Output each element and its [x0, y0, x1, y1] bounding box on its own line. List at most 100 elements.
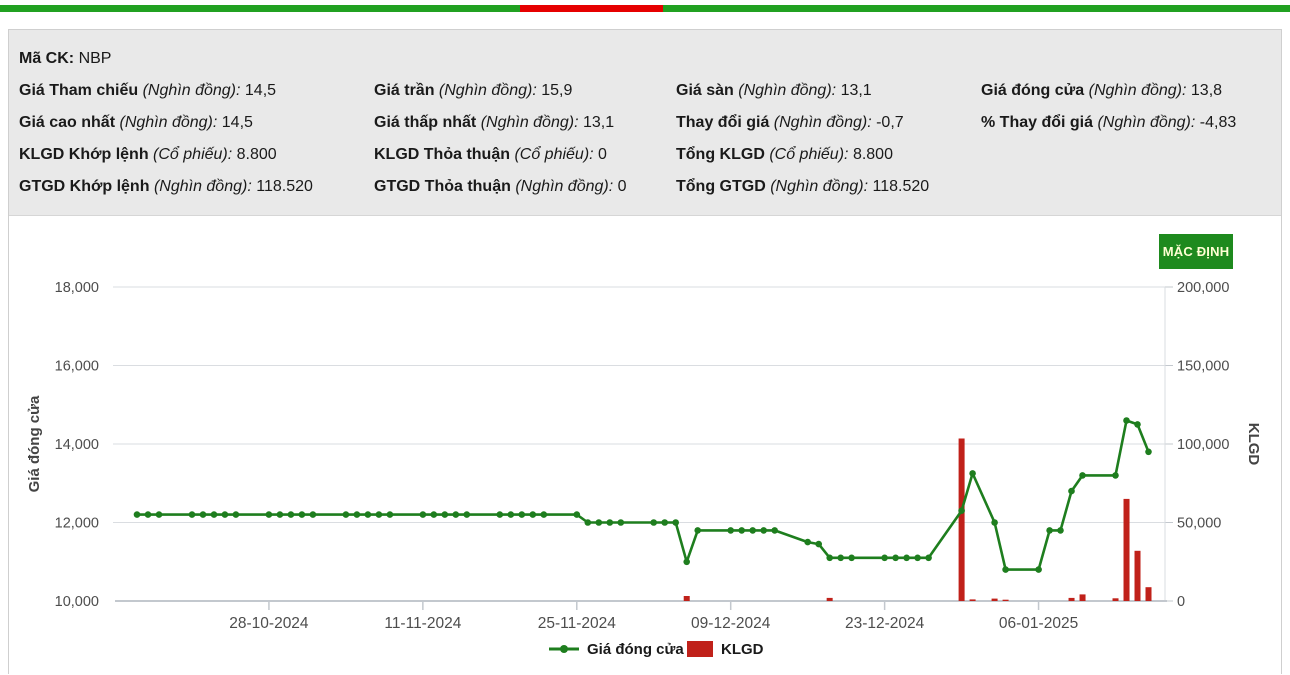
price-point: [419, 511, 427, 518]
x-axis-tick: 25-11-2024: [538, 615, 617, 632]
right-axis-tick: 200,000: [1177, 280, 1229, 296]
price-point: [298, 511, 306, 518]
volume-bar: [1123, 498, 1130, 601]
price-point: [914, 554, 921, 562]
price-point: [1134, 421, 1141, 428]
price-point: [1046, 527, 1053, 534]
x-axis-tick: 09-12-2024: [691, 615, 771, 632]
info-field: Tổng GTGD (Nghìn đồng): 118.520: [676, 178, 930, 195]
price-point: [199, 511, 207, 518]
x-axis-tick: 06-01-2025: [999, 615, 1078, 632]
info-field-empty: [981, 171, 1281, 203]
price-point: [804, 538, 811, 546]
price-point: [507, 511, 515, 518]
info-field: Giá thấp nhất (Nghìn đồng): 13,1: [374, 114, 615, 131]
legend: Giá đóng cửa KLGD: [549, 641, 764, 658]
right-axis-title: KLGD: [1245, 423, 1262, 466]
price-point: [441, 511, 449, 518]
left-axis-title: Giá đóng cửa: [26, 395, 43, 492]
price-point: [496, 511, 504, 518]
price-point: [155, 511, 163, 518]
price-point: [595, 519, 603, 526]
price-point: [727, 527, 734, 534]
info-field: Giá sàn (Nghìn đồng): 13,1: [676, 82, 872, 99]
volume-bars: [683, 438, 1152, 601]
grid-lines: 18,000 16,000 14,000 12,000 10,000 200,000 150…: [55, 280, 1230, 610]
legend-item-volume[interactable]: KLGD: [687, 641, 764, 658]
price-point: [518, 511, 526, 518]
x-axis-tick: 23-12-2024: [845, 615, 925, 632]
legend-item-price[interactable]: Giá đóng cửa: [549, 641, 684, 658]
left-axis-tick: 18,000: [55, 280, 99, 296]
price-point: [683, 558, 690, 566]
brand-bar: [0, 5, 1290, 12]
info-field: Giá trần (Nghìn đồng): 15,9: [374, 82, 573, 99]
info-field: Giá Tham chiếu (Nghìn đồng): 14,5: [19, 82, 277, 99]
volume-bar: [683, 596, 690, 601]
left-axis-tick: 12,000: [55, 516, 99, 532]
price-point: [452, 511, 460, 518]
volume-bar: [1112, 598, 1119, 601]
price-point: [386, 511, 394, 518]
info-field: % Thay đổi giá (Nghìn đồng): -4,83: [981, 114, 1237, 131]
volume-bar: [1079, 594, 1086, 601]
x-axis-tick: 28-10-2024: [229, 615, 309, 632]
stock-code-value: NBP: [78, 50, 112, 67]
price-point: [584, 519, 592, 526]
price-point: [573, 511, 581, 518]
price-point: [650, 519, 657, 526]
stock-code-row: Mã CK: NBP: [19, 43, 1281, 75]
price-point: [375, 511, 383, 518]
info-field-empty: [981, 139, 1281, 171]
price-point: [925, 554, 932, 562]
price-point: [1112, 472, 1119, 479]
price-point: [738, 527, 745, 534]
price-point: [342, 511, 350, 518]
price-point: [958, 507, 965, 514]
volume-bar: [958, 438, 965, 601]
default-button[interactable]: MẶC ĐỊNH: [1159, 234, 1233, 269]
price-point: [210, 511, 218, 518]
price-point: [287, 511, 295, 518]
brand-bar-accent: [520, 5, 663, 12]
right-axis-tick: 150,000: [1177, 359, 1229, 375]
volume-bar: [826, 597, 833, 601]
svg-text:Giá đóng cửa: Giá đóng cửa: [587, 641, 684, 658]
price-point: [232, 511, 240, 518]
price-point: [991, 519, 998, 526]
price-point: [815, 540, 822, 548]
price-point: [353, 511, 361, 518]
volume-bar: [1134, 550, 1141, 601]
right-axis-tick: 100,000: [1177, 437, 1229, 453]
price-point: [276, 511, 284, 518]
info-field: KLGD Thỏa thuận (Cổ phiếu): 0: [374, 146, 607, 163]
price-point: [309, 511, 317, 518]
price-point: [1057, 527, 1064, 534]
volume-bar: [1002, 599, 1009, 601]
stock-code-label: Mã CK:: [19, 50, 75, 67]
price-point: [430, 511, 438, 518]
left-axis-tick: 10,000: [55, 594, 99, 610]
volume-bar: [991, 598, 998, 601]
price-point: [694, 527, 701, 534]
price-point: [1035, 566, 1042, 573]
price-point: [826, 554, 833, 562]
price-volume-chart: MẶC ĐỊNH 18,000 16,000 14,000 12,000 10,000 2…: [9, 216, 1281, 675]
info-field: Giá đóng cửa (Nghìn đồng): 13,8: [981, 82, 1223, 99]
info-field: Tổng KLGD (Cổ phiếu): 8.800: [676, 146, 893, 163]
right-axis-tick: 0: [1177, 594, 1185, 610]
volume-bar: [969, 599, 976, 601]
stock-info-panel: Mã CK: NBP Giá Tham chiếu (Nghìn đồng): …: [9, 30, 1281, 216]
chart-canvas: 18,000 16,000 14,000 12,000 10,000 200,000 150…: [26, 280, 1262, 658]
volume-bar: [1145, 587, 1152, 601]
price-point: [188, 511, 196, 518]
info-field: Giá cao nhất (Nghìn đồng): 14,5: [19, 114, 253, 131]
x-axis: 28-10-2024 11-11-2024 25-11-2024 09-12-2024…: [115, 600, 1167, 632]
volume-bar: [1068, 597, 1075, 601]
left-axis-tick: 16,000: [55, 359, 99, 375]
price-point: [760, 527, 767, 534]
price-point: [529, 511, 537, 518]
price-point: [221, 511, 229, 518]
price-point: [463, 511, 471, 518]
price-point: [265, 511, 273, 518]
